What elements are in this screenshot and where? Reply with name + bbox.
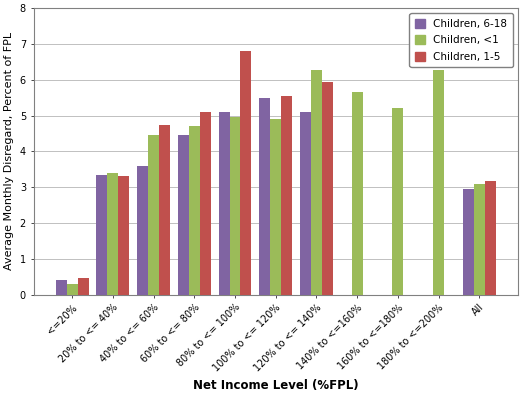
Bar [300,112,311,295]
Bar [219,112,230,295]
Bar [108,173,118,295]
Bar [159,124,170,295]
Bar [56,280,67,295]
Bar [393,109,404,295]
Bar [118,177,129,295]
Bar [200,112,211,295]
Legend: Children, 6-18, Children, <1, Children, 1-5: Children, 6-18, Children, <1, Children, … [409,13,513,67]
Y-axis label: Average Monthly Disregard, Percent of FPL: Average Monthly Disregard, Percent of FP… [4,32,14,270]
Bar [67,284,78,295]
Bar [352,92,363,295]
Bar [241,51,252,295]
Bar [178,135,189,295]
Bar [189,126,200,295]
X-axis label: Net Income Level (%FPL): Net Income Level (%FPL) [193,379,359,392]
Bar [474,184,485,295]
Bar [463,189,474,295]
Bar [230,117,241,295]
Bar [78,278,89,295]
Bar [148,135,159,295]
Bar [137,166,148,295]
Bar [485,181,496,295]
Bar [97,175,108,295]
Bar [259,98,270,295]
Bar [433,70,444,295]
Bar [322,82,333,295]
Bar [281,96,292,295]
Bar [270,119,281,295]
Bar [311,70,322,295]
